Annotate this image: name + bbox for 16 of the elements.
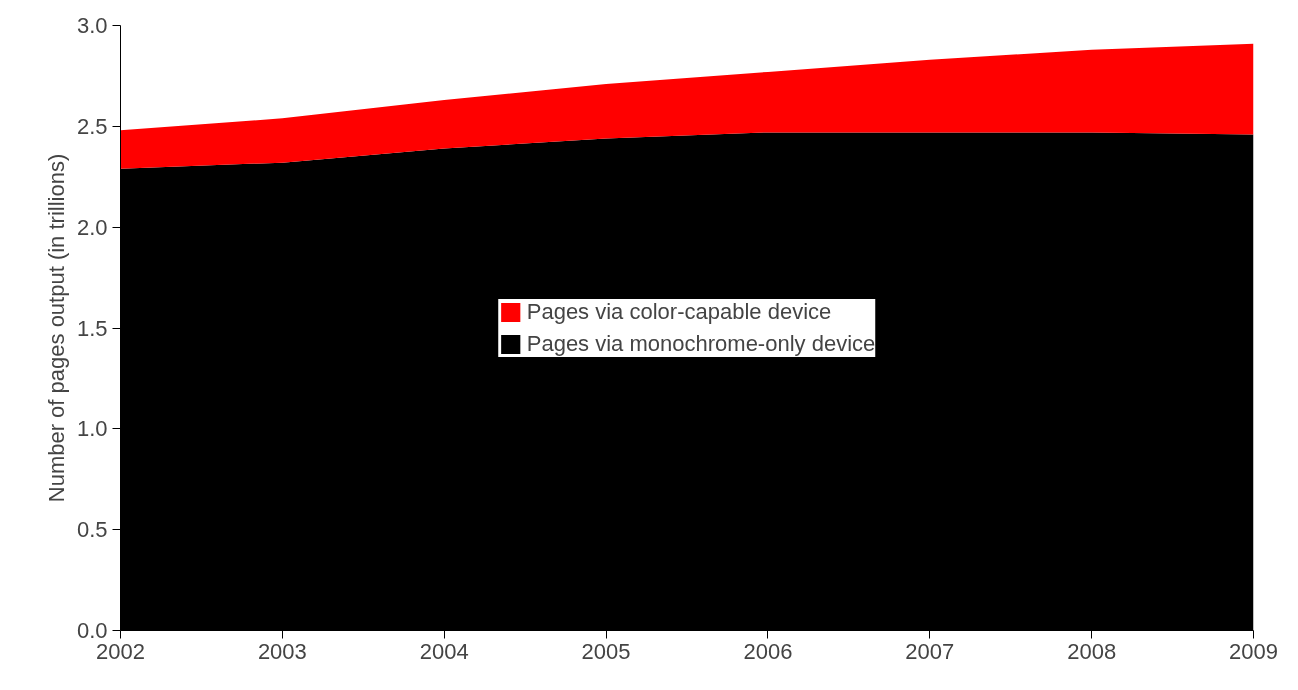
x-tick-label: 2005 [581, 638, 631, 664]
x-tick-label: 2004 [419, 638, 469, 664]
x-tick-label: 2008 [1067, 638, 1117, 664]
x-tick-label: 2003 [257, 638, 307, 664]
x-tick-label: 2006 [743, 638, 793, 664]
y-axis-title: Number of pages output (in trillions) [43, 153, 69, 503]
y-tick-label: 3.0 [76, 13, 108, 38]
legend-label: Pages via monochrome-only device [526, 330, 876, 357]
y-tick-label: 1.0 [76, 416, 108, 442]
y-tick-label: 1.5 [76, 315, 108, 341]
legend-label: Pages via color-capable device [526, 298, 832, 325]
y-tick-label: 2.5 [76, 113, 108, 139]
x-tick-label: 2007 [905, 638, 955, 664]
y-tick-label: 0.5 [76, 517, 108, 543]
x-tick-label: 2009 [1229, 638, 1278, 664]
y-tick-label: 2.0 [76, 214, 108, 240]
